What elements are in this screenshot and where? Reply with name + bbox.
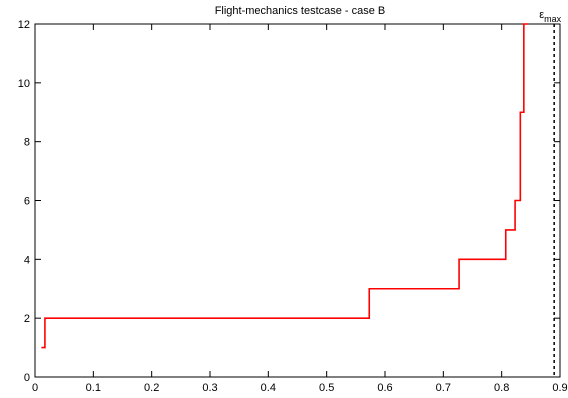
axis-ticks: 0 0.1 0.2 0.3 0.4 0.5 0.6 0.7 0.8 0.9 0 2 4 6 8 10 12 (18, 19, 568, 394)
x-tick-label: 0.4 (261, 382, 276, 394)
plot-frame (34, 23, 561, 378)
x-tick-label: 0 (32, 382, 38, 394)
emax-subscript: max (544, 14, 562, 24)
x-tick-label: 0.7 (436, 382, 451, 394)
series-layer (41, 23, 528, 349)
emax-annotation: εmax (539, 9, 562, 377)
x-tick-label: 0.8 (494, 382, 509, 394)
x-tick-label: 0.9 (552, 382, 567, 394)
y-tick-label: 2 (24, 313, 30, 325)
x-tick-label: 0.1 (86, 382, 101, 394)
y-tick-label: 12 (18, 19, 30, 31)
y-tick-label: 4 (24, 254, 30, 266)
x-tick-label: 0.2 (144, 382, 159, 394)
emax-label: εmax (539, 9, 561, 24)
x-tick-label: 0.6 (377, 382, 392, 394)
y-tick-label: 8 (24, 137, 30, 149)
y-tick-label: 6 (24, 196, 30, 208)
y-tick-label: 0 (24, 372, 30, 384)
x-tick-label: 0.5 (319, 382, 334, 394)
series-line (41, 23, 528, 349)
x-tick-label: 0.3 (202, 382, 217, 394)
y-tick-label: 10 (18, 78, 30, 90)
emax-symbol: ε (539, 9, 544, 21)
chart-title: Flight-mechanics testcase - case B (215, 5, 386, 17)
